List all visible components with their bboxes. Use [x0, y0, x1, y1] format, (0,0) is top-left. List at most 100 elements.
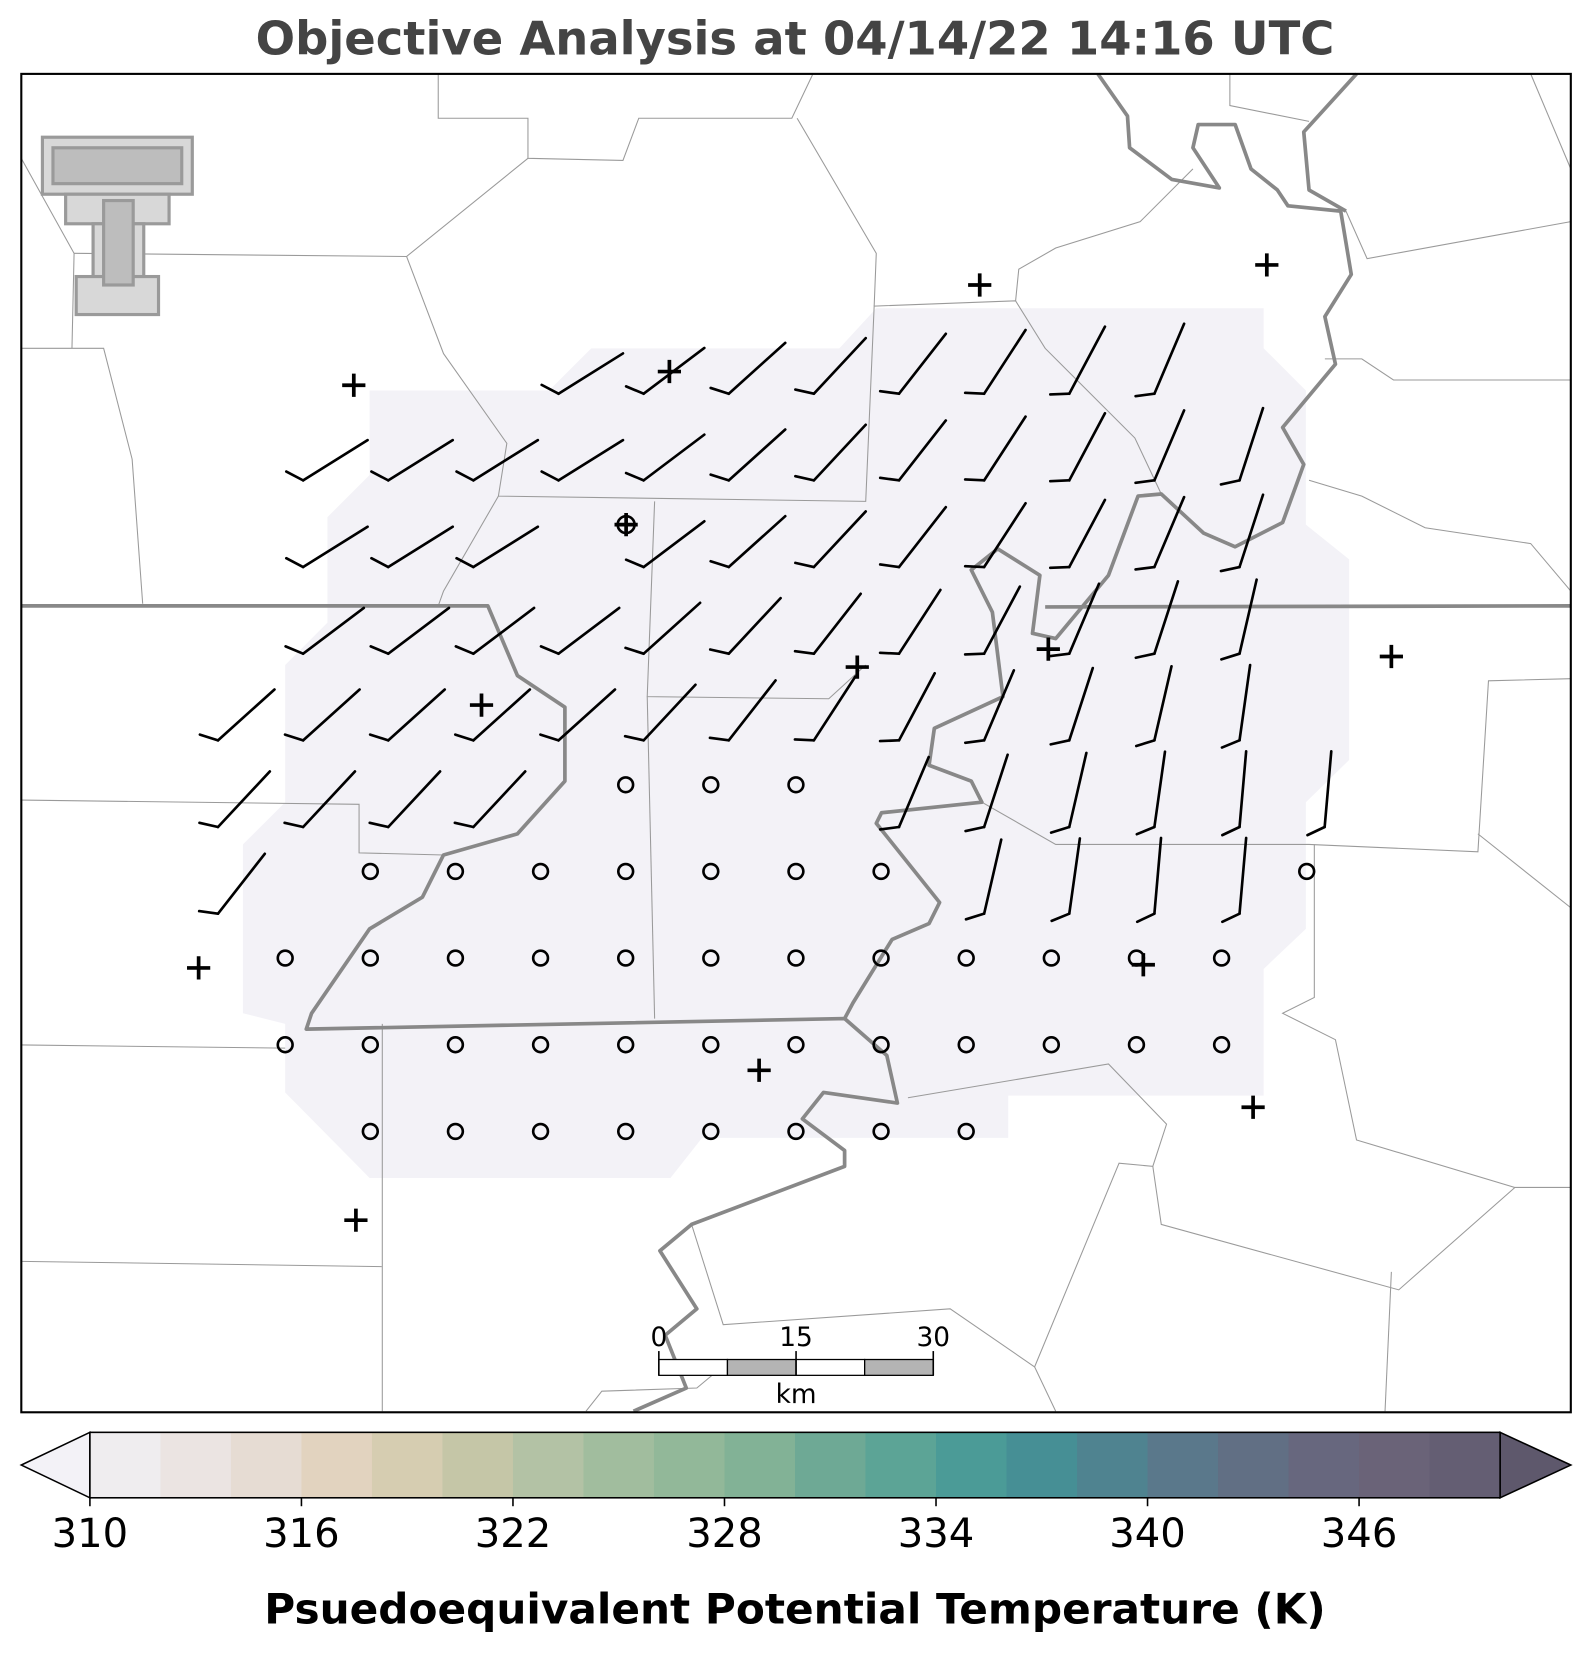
wind-barb-flag: [1050, 912, 1071, 923]
wind-barb-staff: [812, 510, 868, 569]
wind-barb-staff: [1067, 411, 1107, 482]
wind-barb-flag: [624, 471, 645, 482]
wind-barb-flag: [1135, 912, 1156, 924]
wind-barb-staff: [727, 428, 787, 482]
colorbar-segment: [1359, 1432, 1431, 1498]
wind-barb-flag: [1306, 825, 1326, 837]
missing-station: [845, 655, 869, 679]
wind-barb-flag: [283, 733, 305, 742]
colorbar-segment: [89, 1432, 161, 1498]
wind-barb-flag: [539, 733, 560, 742]
wind-barb-staff: [812, 592, 863, 656]
colorbar-label: Psuedoequivalent Potential Temperature (…: [264, 1584, 1326, 1633]
wind-barb-staff: [557, 606, 621, 656]
wind-barb-flag: [1219, 565, 1241, 573]
wind-barb-flag: [794, 474, 816, 482]
calm-station: [531, 862, 550, 881]
colorbar-segment: [1006, 1432, 1078, 1498]
wind-barb-flag: [1134, 652, 1156, 660]
wind-barb-flag: [963, 391, 986, 396]
calm-station: [446, 1036, 465, 1054]
wind-barb-staff: [557, 438, 625, 482]
wind-barb-flag: [1220, 652, 1241, 661]
calm-station: [361, 949, 380, 967]
wind-barb-staff: [727, 514, 787, 569]
colorbar-tick-label: 322: [475, 1511, 552, 1557]
calm-station: [616, 862, 635, 881]
colorbar-tick-label: 316: [263, 1511, 340, 1557]
missing-station: [968, 273, 992, 297]
calm-station: [276, 1036, 294, 1054]
wind-barb-staff: [812, 675, 857, 742]
wind-barb-staff: [642, 601, 702, 656]
wind-barb-staff: [1153, 495, 1186, 569]
calm-station: [616, 776, 635, 794]
wind-barb-flag: [369, 645, 390, 656]
wind-barb-flag: [878, 563, 901, 569]
calm-station: [361, 1036, 380, 1054]
wind-barb-flag: [1048, 479, 1071, 483]
calm-station: [787, 949, 805, 967]
calm-station: [616, 1122, 635, 1141]
wind-barb-flag: [1220, 739, 1241, 749]
wind-barb-staff: [1238, 749, 1248, 829]
calm-station: [616, 949, 635, 967]
title: Objective Analysis at 04/14/22 14:16 UTC: [256, 12, 1335, 66]
wind-barb-flag: [368, 821, 390, 829]
colorbar-segment: [512, 1432, 585, 1498]
calm-station: [787, 862, 805, 881]
missing-station: [1241, 1095, 1265, 1119]
wind-barb-staff: [301, 770, 357, 829]
scale-label: 0: [650, 1323, 667, 1353]
wind-barb-staff: [982, 415, 1027, 482]
wind-barb-flag: [454, 645, 475, 656]
wind-barb-flag: [878, 476, 901, 482]
wind-barb-flag: [793, 649, 816, 656]
wind-barb-staff: [982, 838, 1003, 915]
wind-barb-flag: [878, 651, 901, 656]
wind-barb-flag: [709, 386, 731, 396]
scale-bar: 0 15 30 km: [650, 1323, 950, 1410]
wind-barb-staff: [472, 438, 540, 482]
wind-barb-flag: [539, 645, 560, 656]
colorbar-segment: [583, 1432, 655, 1498]
wind-barb-flag: [964, 825, 986, 833]
calm-station: [531, 1036, 550, 1054]
colorbar-segment: [301, 1432, 373, 1498]
map: 0 15 30 km: [20, 72, 1572, 1414]
wind-barb-staff: [812, 423, 868, 482]
missing-station: [344, 1208, 368, 1232]
missing-station: [342, 373, 366, 397]
calm-station: [957, 949, 975, 967]
colorbar-segment: [1077, 1432, 1149, 1498]
wind-barb-staff: [216, 770, 272, 829]
calm-station: [787, 776, 805, 794]
wind-barb-staff: [1153, 836, 1163, 915]
wind-barb-flag: [624, 558, 645, 569]
wind-barb-flag: [1134, 479, 1156, 485]
wind-barb-flag: [1134, 565, 1156, 571]
colorbar-tick-label: 340: [1109, 1511, 1186, 1557]
colorbar-extend-low: [19, 1431, 91, 1500]
wind-barb-staff: [982, 585, 1022, 656]
wind-barb-flag: [455, 556, 475, 569]
missing-station: [1131, 953, 1155, 977]
wind-barb-staff: [812, 336, 868, 396]
wind-barb-flag: [963, 478, 986, 482]
wind-barb-staff: [1153, 409, 1186, 482]
wind-barb-staff: [1067, 582, 1101, 656]
wind-barb-flag: [793, 738, 816, 742]
wind-barb-flag: [453, 821, 475, 829]
map-frame: [20, 72, 1572, 1414]
scale-segment: [658, 1358, 729, 1376]
calm-station: [531, 1122, 550, 1141]
calm-station: [276, 949, 294, 967]
calm-station: [361, 862, 380, 881]
wind-barb-staff: [897, 755, 931, 829]
wind-barb-staff: [982, 753, 1009, 829]
wind-barb-flag: [1048, 392, 1071, 396]
wind-barb-staff: [642, 683, 697, 742]
calm-station: [1298, 862, 1316, 881]
missing-station: [657, 359, 682, 384]
wind-barb-flag: [1134, 739, 1156, 748]
